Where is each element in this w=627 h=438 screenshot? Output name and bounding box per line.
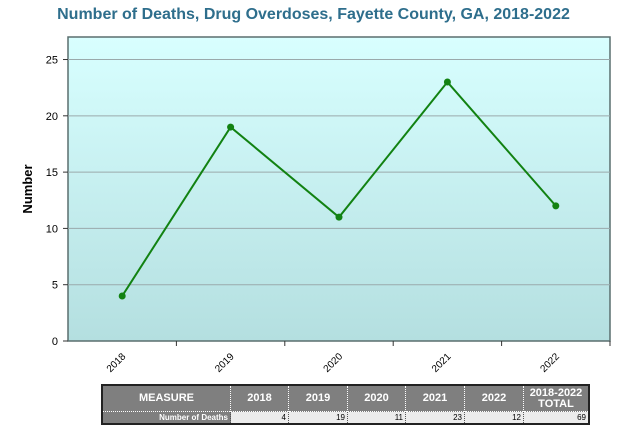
data-table: MEASURE 2018 2019 2020 2021 2022 2018-2022 TOT… xyxy=(101,384,590,425)
table-header: 2018 xyxy=(230,385,289,412)
y-tick-label: 25 xyxy=(46,55,58,67)
y-tick-label: 20 xyxy=(46,111,58,123)
table-header: 2018-2022 TOTAL xyxy=(523,385,590,412)
table-header: 2020 xyxy=(347,385,406,412)
y-axis-label: Number xyxy=(20,164,35,213)
table-cell: 69 xyxy=(523,411,590,424)
table-cell: 12 xyxy=(464,411,524,424)
chart-title: Number of Deaths, Drug Overdoses, Fayett… xyxy=(57,6,570,23)
table-cell: 4 xyxy=(230,411,289,424)
data-point xyxy=(335,213,343,221)
data-point xyxy=(118,292,126,300)
row-label: Number of Deaths xyxy=(102,411,231,424)
table-header: 2021 xyxy=(405,385,465,412)
x-tick-label: 2021 xyxy=(430,351,454,375)
y-tick-label: 15 xyxy=(46,167,58,179)
table-cell: 19 xyxy=(288,411,348,424)
y-tick-label: 5 xyxy=(52,280,58,292)
x-tick-label: 2019 xyxy=(213,351,237,375)
data-point xyxy=(552,202,560,210)
y-tick-label: 0 xyxy=(52,336,58,348)
table-cell: 23 xyxy=(405,411,465,424)
data-point xyxy=(443,78,451,86)
table-header: 2019 xyxy=(288,385,348,412)
x-tick-label: 2022 xyxy=(538,351,562,375)
line-chart: 0 5 10 15 20 25 2018 2019 2020 2021 2022 Number xyxy=(20,36,611,375)
table-header: 2022 xyxy=(464,385,524,412)
plot-area xyxy=(67,36,611,342)
table-header: MEASURE xyxy=(102,385,231,412)
table-cell: 11 xyxy=(347,411,406,424)
y-tick-label: 10 xyxy=(46,223,58,235)
x-tick-label: 2018 xyxy=(105,351,129,375)
data-point xyxy=(227,123,235,131)
x-tick-label: 2020 xyxy=(322,351,346,375)
